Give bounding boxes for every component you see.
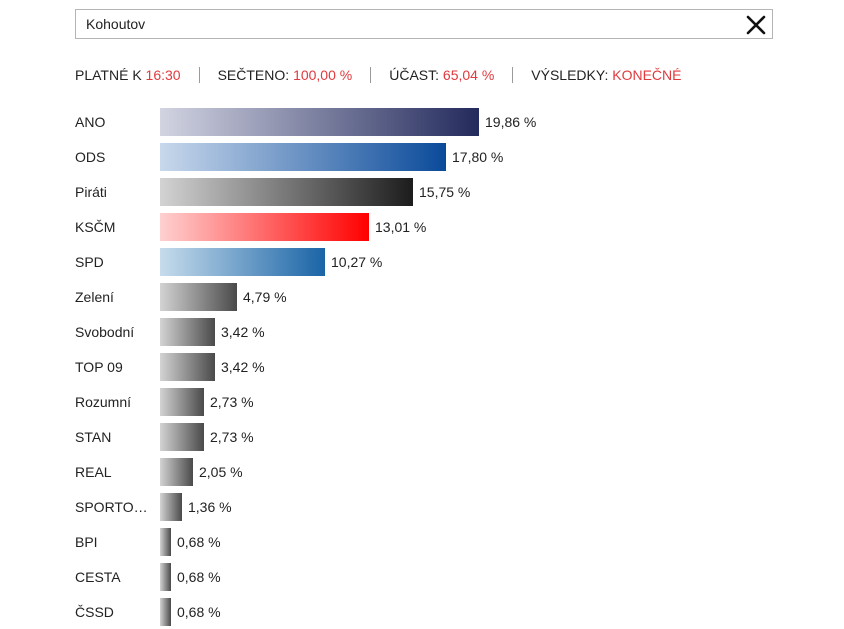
bar — [160, 493, 182, 521]
bar — [160, 458, 193, 486]
value-label: 17,80 % — [452, 149, 504, 165]
bar — [160, 598, 171, 626]
party-label: CESTA — [75, 569, 121, 585]
value-label: 10,27 % — [331, 254, 383, 270]
value-label: 19,86 % — [485, 114, 537, 130]
value-label: 2,73 % — [210, 429, 254, 445]
counted-value: 100,00 % — [293, 67, 353, 83]
party-label: Zelení — [75, 289, 114, 305]
bar — [160, 213, 369, 241]
bar — [160, 108, 479, 136]
bar — [160, 563, 171, 591]
bar — [160, 318, 215, 346]
party-label: SPORTO… — [75, 499, 148, 515]
value-label: 3,42 % — [221, 324, 265, 340]
value-label: 0,68 % — [177, 569, 221, 585]
party-label: BPI — [75, 534, 98, 550]
party-label: ANO — [75, 114, 106, 130]
party-label: SPD — [75, 254, 104, 270]
search-box[interactable] — [75, 9, 773, 39]
bar — [160, 353, 215, 381]
bar — [160, 248, 325, 276]
party-label: Rozumní — [75, 394, 132, 410]
party-label: REAL — [75, 464, 112, 480]
value-label: 15,75 % — [419, 184, 471, 200]
close-icon[interactable] — [744, 13, 768, 37]
bar — [160, 178, 413, 206]
bar — [160, 283, 237, 311]
party-label: ČSSD — [75, 604, 114, 620]
value-label: 3,42 % — [221, 359, 265, 375]
status-divider — [198, 67, 200, 83]
bar — [160, 528, 171, 556]
results-label: VÝSLEDKY: — [531, 67, 609, 83]
value-label: 13,01 % — [375, 219, 427, 235]
bar — [160, 143, 446, 171]
value-label: 4,79 % — [243, 289, 287, 305]
bar — [160, 423, 204, 451]
turnout-value: 65,04 % — [442, 67, 495, 83]
party-label: Piráti — [75, 184, 107, 200]
status-divider — [512, 67, 514, 83]
results-value: KONEČNÉ — [612, 67, 682, 83]
value-label: 2,05 % — [199, 464, 243, 480]
value-label: 2,73 % — [210, 394, 254, 410]
counted-label: SEČTENO: — [217, 67, 290, 83]
bar — [160, 388, 204, 416]
party-label: ODS — [75, 149, 106, 165]
valid-value: 16:30 — [145, 67, 181, 83]
party-label: Svobodní — [75, 324, 135, 340]
value-label: 0,68 % — [177, 534, 221, 550]
party-label: STAN — [75, 429, 112, 445]
party-label: TOP 09 — [75, 359, 123, 375]
value-label: 0,68 % — [177, 604, 221, 620]
turnout-label: ÚČAST: — [389, 67, 440, 83]
search-input[interactable] — [86, 10, 726, 38]
status-divider — [370, 67, 372, 83]
value-label: 1,36 % — [188, 499, 232, 515]
status-bar: PLATNÉ K 16:30 SEČTENO: 100,00 % ÚČAST: … — [75, 67, 681, 83]
valid-label: PLATNÉ K — [75, 67, 142, 83]
party-label: KSČM — [75, 219, 116, 235]
